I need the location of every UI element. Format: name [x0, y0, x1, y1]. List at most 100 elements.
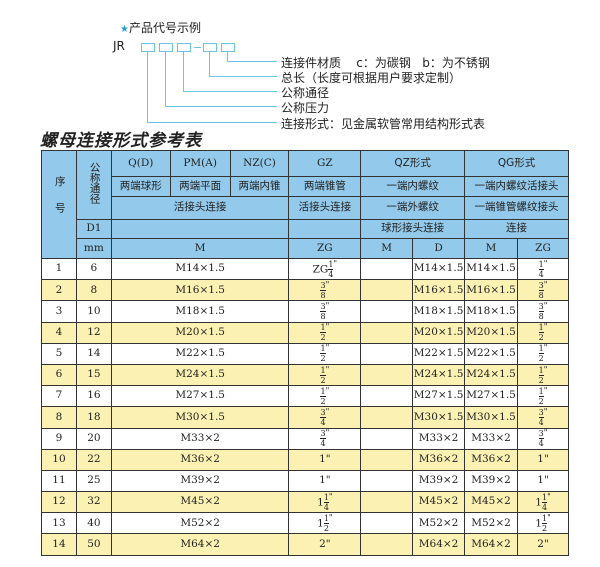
- cell-seq: 10: [41, 448, 77, 471]
- cell-qz-m: [360, 363, 414, 387]
- header-cell: QG形式: [464, 150, 569, 177]
- cell-qz-m: [360, 321, 414, 344]
- cell-m: M14×1.5: [110, 257, 290, 281]
- cell-qz-d: M64×2: [412, 533, 466, 556]
- fraction-den: 2: [320, 375, 326, 385]
- cell-qg-m: M36×2: [464, 448, 519, 471]
- cell-zg: 1 2 ": [288, 342, 362, 365]
- cell-seq: 13: [41, 512, 77, 535]
- table-row: 11 25 M39×2 1" M39×2 M39×2 1": [41, 469, 569, 493]
- cell-qg-m: M14×1.5: [464, 257, 519, 281]
- cell-qg-m: M52×2: [464, 512, 519, 535]
- table-row: 13 40 M52×2 1 1 2 " M52×2 M52×2 1 1 2 ": [41, 512, 569, 535]
- cell-qz-d: M36×2: [412, 448, 466, 471]
- table-title: 螺母连接形式参考表: [40, 131, 202, 151]
- fraction-num: 1: [320, 323, 326, 334]
- fraction-num: 3: [538, 301, 544, 312]
- fraction-den: 2: [320, 333, 326, 343]
- inch-mark: ": [328, 512, 333, 522]
- cell-qz-d: M45×2: [412, 491, 466, 514]
- cell-zg: 1 2 ": [288, 321, 362, 344]
- code-box-length: [203, 43, 217, 52]
- cell-zg: 1": [288, 469, 362, 493]
- size-whole: 1": [537, 474, 549, 487]
- cell-d1: 10: [75, 300, 112, 323]
- inch-mark: ": [543, 385, 548, 395]
- table-row: 9 20 M33×2 3 4 " M33×2 M33×2 3 4 ": [41, 427, 569, 450]
- fraction-num: 1: [538, 323, 544, 334]
- header-cell: 一端外螺纹: [360, 196, 466, 220]
- cell-seq: 12: [41, 491, 77, 514]
- header-cell: [110, 219, 290, 239]
- cell-seq: 7: [41, 385, 77, 408]
- fraction-den: 2: [541, 523, 548, 533]
- fraction-num: 3: [320, 429, 326, 440]
- table-row: 1 6 M14×1.5 ZG 1 4 " M14×1.5 M14×1.5 1 4 ": [41, 257, 569, 281]
- cell-seq: 2: [41, 279, 77, 302]
- star-icon: ★: [120, 24, 129, 35]
- cell-seq: 4: [41, 321, 77, 344]
- cell-zg: 3 8 ": [288, 300, 362, 323]
- cell-zg: 1 2 ": [288, 363, 362, 387]
- cell-qz-m: [360, 491, 414, 514]
- header-cell: PM(A): [169, 150, 231, 177]
- fraction-num: 1: [323, 513, 329, 524]
- cell-d1: 12: [75, 321, 112, 344]
- cell-m: M27×1.5: [110, 385, 290, 408]
- header-cell: D1: [75, 219, 112, 239]
- cell-d1: 8: [75, 279, 112, 302]
- header-dn: 公称通径: [75, 150, 112, 220]
- header-cell: GZ: [288, 150, 362, 177]
- cell-qg-zg: 1 2 ": [517, 321, 569, 344]
- cell-qg-m: M64×2: [464, 533, 519, 556]
- inch-mark: ": [543, 258, 548, 268]
- fraction-num: 3: [320, 301, 326, 312]
- cell-qz-m: [360, 469, 414, 493]
- cell-qz-d: M18×1.5: [412, 300, 466, 323]
- fraction-num: 1: [538, 259, 544, 270]
- fraction-num: 3: [538, 407, 544, 418]
- leader-line-vertical: [147, 52, 148, 122]
- leader-line-horizontal: [227, 61, 277, 62]
- cell-qg-zg: 2": [517, 533, 569, 556]
- fraction-num: 1: [538, 344, 544, 355]
- fraction-num: 1: [538, 365, 544, 376]
- cell-qg-m: M16×1.5: [464, 279, 519, 302]
- label-pressure: 公称压力: [281, 101, 330, 115]
- fraction-den: 2: [538, 375, 544, 385]
- nut-connection-table: 序号 公称通径 Q(D) PM(A) NZ(C) GZ QZ形式 QG形式 两端…: [41, 150, 569, 556]
- cell-qz-m: [360, 385, 414, 408]
- cell-qz-m: [360, 342, 414, 365]
- cell-zg: 2": [288, 533, 362, 556]
- cell-qg-m: M33×2: [464, 427, 519, 450]
- header-cell: 两端锥管: [288, 176, 362, 197]
- leader-line-vertical: [165, 52, 166, 106]
- cell-qz-m: [360, 406, 414, 429]
- cell-m: M64×2: [110, 533, 290, 556]
- cell-m: M22×1.5: [110, 342, 290, 365]
- cell-d1: 6: [75, 257, 112, 281]
- table-row: 2 8 M16×1.5 3 8 " M16×1.5 M16×1.5 3 8 ": [41, 279, 569, 302]
- cell-seq: 1: [41, 257, 77, 281]
- cell-zg: 1 1 4 ": [288, 491, 362, 514]
- fraction-num: 1: [320, 386, 326, 397]
- size-whole: 1: [535, 517, 542, 530]
- inch-mark: ": [333, 258, 338, 268]
- header-cell: 两端平面: [169, 176, 231, 197]
- code-box-pressure: [159, 43, 173, 52]
- cell-m: M52×2: [110, 512, 290, 535]
- fraction-den: 8: [538, 290, 544, 300]
- header-cell: ZG: [517, 238, 569, 259]
- cell-qg-m: M39×2: [464, 469, 519, 493]
- cell-seq: 5: [41, 342, 77, 365]
